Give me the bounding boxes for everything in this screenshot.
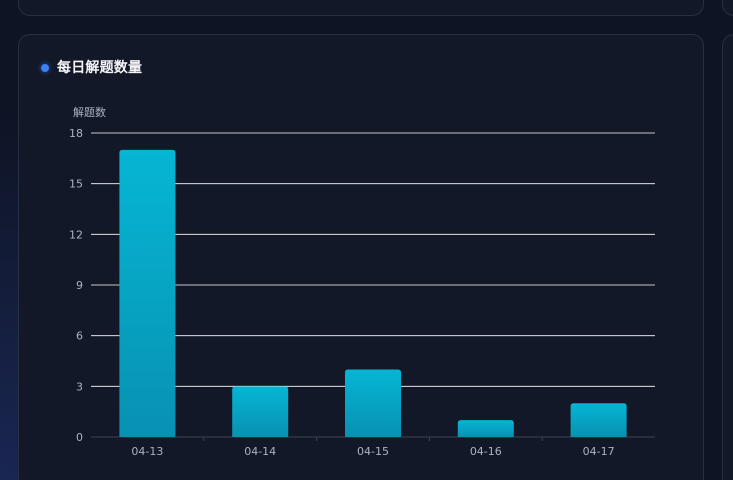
x-tick-label: 04-17 (583, 445, 615, 458)
y-tick-label: 12 (69, 228, 83, 241)
x-tick-label: 04-14 (244, 445, 276, 458)
bar-04-13[interactable] (119, 149, 176, 437)
y-tick-label: 18 (69, 127, 83, 140)
panel-header: 每日解题数量 (41, 61, 142, 75)
y-tick-label: 9 (76, 279, 83, 292)
y-tick-label: 15 (69, 178, 83, 191)
y-tick-label: 0 (76, 431, 83, 444)
y-tick-label: 3 (76, 380, 83, 393)
x-tick-label: 04-13 (131, 445, 163, 458)
x-tick-label: 04-15 (357, 445, 389, 458)
panel-title: 每日解题数量 (57, 60, 143, 76)
bar-04-17[interactable] (570, 403, 627, 437)
y-axis-label: 解题数 (73, 105, 106, 119)
x-axis-ticks: 04-13 04-14 04-15 04-16 04-17 (131, 437, 615, 458)
bar-04-16[interactable] (457, 420, 514, 437)
bar-04-14[interactable] (232, 386, 289, 437)
title-indicator-dot-icon (41, 64, 49, 72)
y-axis-ticks: 0 3 6 9 12 15 18 (69, 127, 83, 444)
bar-04-15[interactable] (345, 369, 401, 437)
y-tick-label: 6 (76, 330, 83, 343)
x-tick-label: 04-16 (470, 445, 502, 458)
bars (119, 149, 627, 437)
side-panel-card (722, 34, 733, 480)
